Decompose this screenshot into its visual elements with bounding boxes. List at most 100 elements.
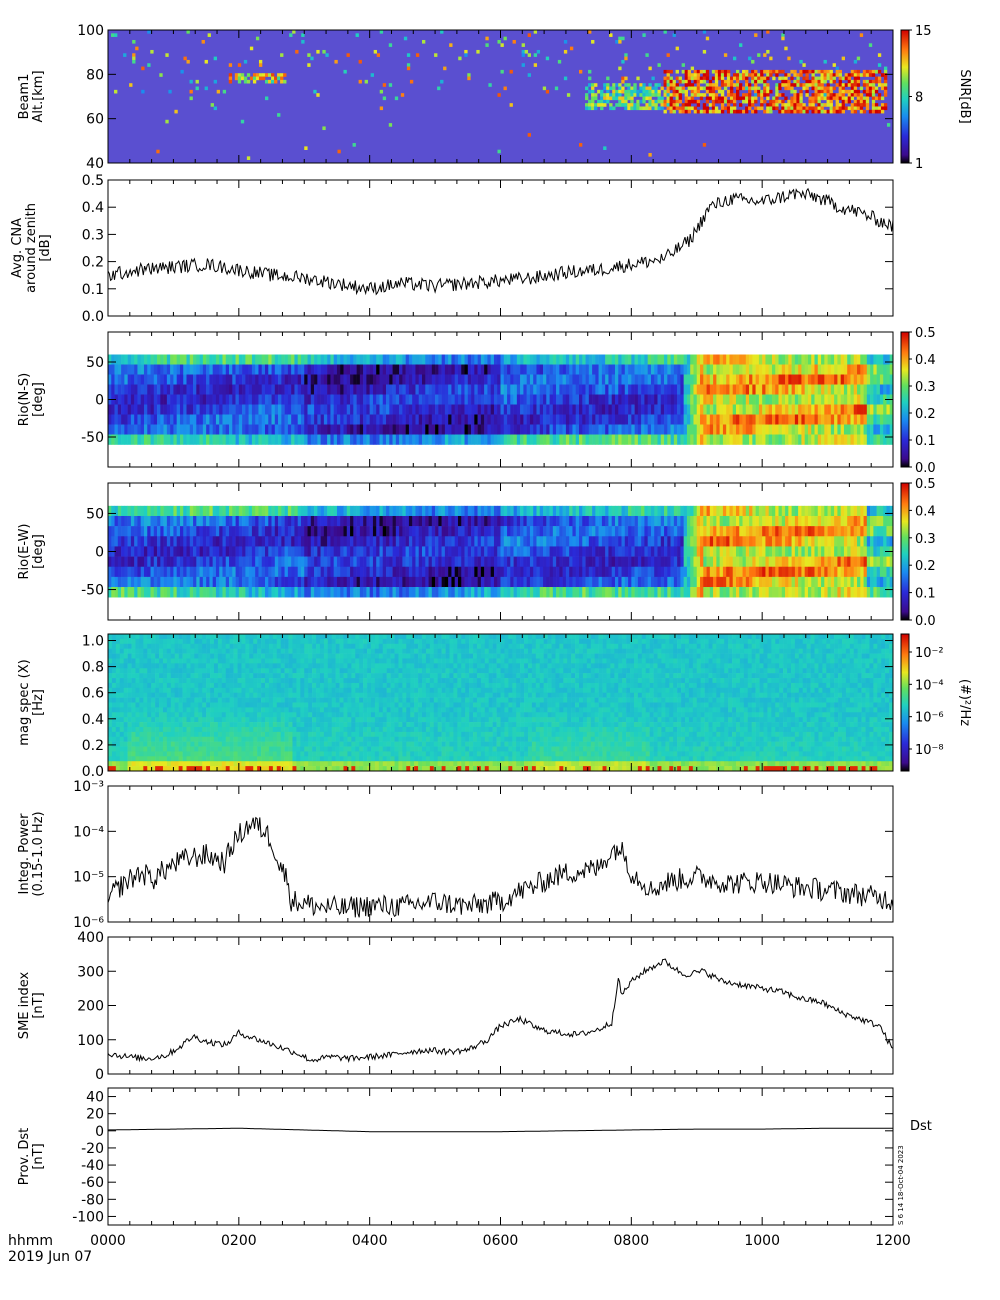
panel-2-ytick-2: 50 — [86, 355, 104, 371]
panel-5-ytick-2: 10⁻⁵ — [73, 870, 104, 886]
panel-3-ylabel-1: [deg] — [31, 534, 46, 569]
panel-3-ytick-1: 0 — [95, 545, 104, 561]
panel-5-ytick-0: 10⁻³ — [73, 779, 104, 795]
panel-1: 0.0 0.1 0.2 0.3 0.4 0.5 Avg. CNA around zenith[… — [10, 173, 894, 325]
panel-5-trace — [107, 816, 894, 918]
panel-4-cbtick-1: 10⁻⁴ — [915, 678, 944, 693]
panel-0-ylabel-1: Alt.[km] — [31, 70, 46, 122]
panel-5-ylabel-1: (0.15-1.0 Hz) — [31, 811, 46, 896]
xaxis-label-hhmm: hhmm — [8, 1233, 53, 1249]
panel-1-ytick-4: 0.4 — [82, 200, 104, 216]
xtick-3: 0600 — [483, 1233, 519, 1249]
panel-0-ytick-1: 60 — [86, 112, 104, 128]
xaxis-label-date: 2019 Jun 07 — [8, 1249, 92, 1265]
panel-6-ytick-0: 0 — [95, 1067, 104, 1083]
xtick-0: 0000 — [90, 1233, 126, 1249]
panel-7-ytick-5: -60 — [81, 1175, 104, 1191]
panel-6-ylabel-0: SME index — [17, 972, 32, 1040]
panel-2: -50 0 50 0.0 0.1 0.2 0.3 0.4 0.5 Rio(N-S) [deg] — [17, 326, 936, 476]
panel-4-ytick-4: 0.8 — [82, 660, 104, 676]
panel-3-cbtick-5: 0.5 — [915, 477, 936, 492]
panel-3: -50 0 50 0.0 0.1 0.2 0.3 0.4 0.5 Rio(E-W) [deg] — [17, 477, 936, 629]
xtick-5: 1000 — [744, 1233, 780, 1249]
panel-2-cbtick-1: 0.1 — [915, 434, 936, 449]
panel-7-ytick-7: -100 — [72, 1209, 104, 1225]
panel-4-ytick-2: 0.4 — [82, 712, 104, 728]
panel-6: 0 100 200 300 400 SME index [nT] — [17, 930, 894, 1083]
panel-4-cbtick-0: 10⁻² — [915, 646, 944, 661]
panel-4-ytick-5: 1.0 — [82, 634, 104, 650]
panel-1-ytick-3: 0.3 — [82, 227, 104, 243]
panel-4-ylabel-0: mag spec (X) — [17, 659, 32, 745]
panel-6-ylabel-1: [nT] — [31, 992, 46, 1018]
panel-7-ytick-4: -40 — [81, 1158, 104, 1174]
xtick-6: 1200 — [875, 1233, 911, 1249]
panel-4-cblabel: (#)²/Hz — [957, 679, 972, 726]
panel-2-cbtick-0: 0.0 — [915, 461, 936, 476]
panel-3-ytick-2: 50 — [86, 506, 104, 522]
panel-5-ytick-1: 10⁻⁴ — [73, 824, 104, 840]
panel-2-ytick-1: 0 — [95, 393, 104, 409]
panel-3-cbtick-0: 0.0 — [915, 614, 936, 629]
panel-7-ytick-0: 40 — [86, 1090, 104, 1106]
panel-7-ytick-2: 0 — [95, 1124, 104, 1140]
panel-7-ytick-3: -20 — [81, 1141, 104, 1157]
panel-3-ylabel-0: Rio(E-W) — [17, 524, 32, 580]
panel-7-ytick-6: -80 — [81, 1192, 104, 1208]
panel-4-colorbar — [900, 633, 910, 772]
panel-7-legend: Dst — [910, 1119, 932, 1134]
panel-1-ytick-5: 0.5 — [82, 173, 104, 189]
panel-3-colorbar — [900, 482, 910, 621]
panel-1-ytick-2: 0.2 — [82, 255, 104, 271]
xtick-4: 0800 — [614, 1233, 650, 1249]
panel-4: 0.0 0.2 0.4 0.6 0.8 1.0 10⁻² 10⁻⁴ 10⁻⁶ 10⁻⁸ (#)²/H… — [17, 633, 972, 780]
panel-0: 40 60 80 100 1 8 15 SNR[dB] Beam1 Alt.[km] — [17, 23, 972, 172]
panel-4-ylabel-1: [Hz] — [31, 689, 46, 716]
panel-0-ytick-3: 100 — [77, 23, 104, 39]
panel-2-ylabel-0: Rio(N-S) — [17, 373, 32, 426]
panel-4-ytick-1: 0.2 — [82, 738, 104, 754]
panel-3-cbtick-3: 0.3 — [915, 532, 936, 547]
panel-7-ylabel-1: [nT] — [31, 1143, 46, 1169]
panel-3-cbtick-1: 0.1 — [915, 587, 936, 602]
panel-4-cbtick-3: 10⁻⁸ — [915, 743, 944, 758]
panel-4-cbtick-2: 10⁻⁶ — [915, 711, 944, 726]
panel-0-cbtick-2: 15 — [915, 24, 932, 39]
panel-1-ylabel-0: Avg. CNA — [10, 218, 25, 278]
panel-0-cbtick-1: 8 — [915, 91, 923, 106]
panel-7-trace — [107, 1127, 893, 1133]
panel-0-colorbar — [900, 29, 910, 164]
panel-0-cblabel: SNR[dB] — [957, 69, 972, 123]
panel-3-ytick-0: -50 — [81, 583, 104, 599]
panel-2-cbtick-2: 0.2 — [915, 407, 936, 422]
panel-4-ytick-3: 0.6 — [82, 686, 104, 702]
panel-1-ylabel-1: around zenith — [24, 203, 39, 293]
panel-0-ytick-0: 40 — [86, 156, 104, 172]
panel-6-ytick-2: 200 — [77, 999, 104, 1015]
xtick-1: 0200 — [221, 1233, 257, 1249]
panel-2-cbtick-3: 0.3 — [915, 380, 936, 395]
panel-0-ylabel-0: Beam1 — [17, 74, 32, 120]
panel-6-ytick-4: 400 — [77, 930, 104, 946]
panel-7-ytick-1: 20 — [86, 1107, 104, 1123]
panel-3-cbtick-2: 0.2 — [915, 559, 936, 574]
panel-6-ytick-3: 300 — [77, 964, 104, 980]
panel-7-ylabel-0: Prov. Dst — [17, 1128, 32, 1185]
panel-0-cbtick-0: 1 — [915, 157, 923, 172]
panel-6-ytick-1: 100 — [77, 1033, 104, 1049]
panel-1-ytick-1: 0.1 — [82, 282, 104, 298]
panel-2-cbtick-4: 0.4 — [915, 353, 936, 368]
panel-5-ylabel-0: Integ. Power — [17, 813, 32, 895]
panel-2-colorbar — [900, 331, 910, 468]
panel-4-ytick-0: 0.0 — [82, 764, 104, 780]
panel-5-ytick-3: 10⁻⁶ — [73, 915, 104, 931]
panel-1-ylabel-2: [dB] — [38, 234, 53, 261]
panel-5: 10⁻³ 10⁻⁴ 10⁻⁵ 10⁻⁶ Integ. Power (0.15-1.0 Hz… — [17, 779, 894, 931]
panel-3-cbtick-4: 0.4 — [915, 504, 936, 519]
panel-0-ytick-2: 80 — [86, 67, 104, 83]
xtick-2: 0400 — [352, 1233, 388, 1249]
panel-2-ylabel-1: [deg] — [31, 382, 46, 417]
